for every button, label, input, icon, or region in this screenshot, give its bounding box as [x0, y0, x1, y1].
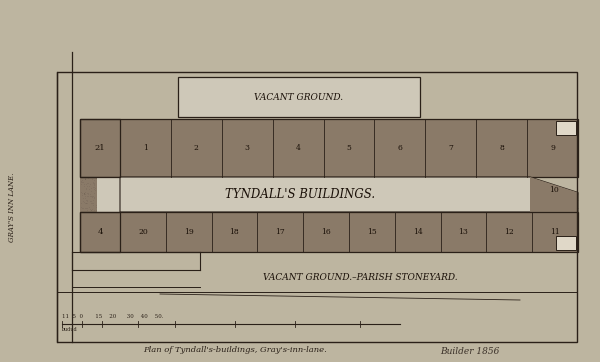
Text: 11  5  0       15    20      30    40    50.: 11 5 0 15 20 30 40 50. [62, 314, 163, 319]
Text: GRAY'S INN LANE.: GRAY'S INN LANE. [8, 172, 16, 242]
Text: 20: 20 [138, 228, 148, 236]
Bar [178, 77, 420, 117]
Bar [556, 236, 576, 250]
Text: Plan of Tyndall's-buildings, Gray's-inn-lane.: Plan of Tyndall's-buildings, Gray's-inn-… [143, 346, 327, 354]
Text: 12: 12 [505, 228, 514, 236]
Bar [80, 212, 578, 252]
Polygon shape [120, 177, 578, 212]
Text: 18: 18 [230, 228, 239, 236]
Text: 5: 5 [347, 144, 352, 152]
Text: 3: 3 [245, 144, 250, 152]
Text: VACANT GROUND.–PARISH STONEYARD.: VACANT GROUND.–PARISH STONEYARD. [263, 273, 457, 282]
Text: budud: budud [62, 327, 78, 332]
Text: 21: 21 [95, 144, 106, 152]
Text: VACANT GROUND.: VACANT GROUND. [254, 93, 344, 101]
Text: 4: 4 [296, 144, 301, 152]
Text: 8: 8 [499, 144, 504, 152]
Text: 15: 15 [367, 228, 377, 236]
Bar [97, 177, 530, 212]
Text: 11: 11 [550, 228, 560, 236]
Text: 6: 6 [397, 144, 403, 152]
Text: 9: 9 [550, 144, 555, 152]
Bar [80, 212, 120, 252]
Text: 19: 19 [184, 228, 194, 236]
Polygon shape [530, 177, 578, 212]
Text: TYNDALL'S BUILDINGS.: TYNDALL'S BUILDINGS. [225, 188, 375, 201]
Bar [80, 119, 120, 177]
Text: 1: 1 [143, 144, 148, 152]
Bar [80, 177, 120, 212]
Text: 13: 13 [458, 228, 469, 236]
Text: 14: 14 [413, 228, 422, 236]
Text: 10: 10 [549, 186, 559, 194]
Bar [80, 119, 578, 177]
Bar [556, 121, 576, 135]
Text: 16: 16 [321, 228, 331, 236]
Text: Builder 1856: Builder 1856 [440, 348, 499, 357]
Text: 2: 2 [194, 144, 199, 152]
Bar [57, 72, 577, 342]
Text: 7: 7 [448, 144, 453, 152]
Text: 17: 17 [275, 228, 285, 236]
Text: 4: 4 [97, 228, 103, 236]
